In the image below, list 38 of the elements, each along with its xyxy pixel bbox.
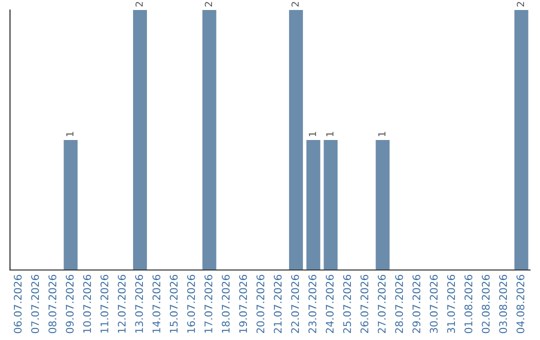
x-tick-label: 15.07.2026 <box>170 274 178 333</box>
x-tick-label: 30.07.2026 <box>430 274 438 334</box>
data-label: 1 <box>378 132 386 136</box>
x-tick-label: 19.07.2026 <box>239 274 248 333</box>
x-tick-label: 12.07.2026 <box>118 274 126 333</box>
x-tick-label: 18.07.2026 <box>222 274 230 333</box>
x-tick-label: 28.07.2026 <box>395 274 404 334</box>
x-tick-label: 31.07.2026 <box>447 274 456 334</box>
x-tick-label: 25.07.2026 <box>343 274 352 334</box>
x-tick-label: 22.07.2026 <box>291 274 300 334</box>
x-tick-label: 06.07.2026 <box>14 274 22 334</box>
x-tick-label: 26.07.2026 <box>360 274 368 334</box>
x-tick-label: 08.07.2026 <box>48 274 56 334</box>
x-tick-label: 09.07.2026 <box>66 274 74 334</box>
x-tick-label: 27.07.2026 <box>378 274 386 334</box>
x-tick-label: 24.07.2026 <box>326 274 334 334</box>
x-tick-label: 11.07.2026 <box>100 274 108 333</box>
x-tick-label: 23.07.2026 <box>308 274 316 334</box>
x-tick-label: 29.07.2026 <box>412 274 420 334</box>
x-tick-label: 01.08.2026 <box>464 274 472 334</box>
x-tick-label: 04.08.2026 <box>516 274 524 334</box>
data-label: 2 <box>135 2 143 7</box>
x-tick-label: 14.07.2026 <box>152 274 160 333</box>
x-tick-label: 13.07.2026 <box>135 274 144 333</box>
data-label: 1 <box>66 132 74 136</box>
x-tick-label: 02.08.2026 <box>482 274 490 334</box>
x-tick-label: 03.08.2026 <box>499 274 508 334</box>
data-label: 2 <box>516 2 524 7</box>
x-tick-label: 17.07.2026 <box>204 274 212 333</box>
x-tick-label: 21.07.2026 <box>274 274 282 334</box>
data-label: 1 <box>326 132 334 136</box>
data-label: 1 <box>308 132 316 136</box>
x-tick-label: 10.07.2026 <box>83 274 92 333</box>
data-label: 2 <box>204 2 212 7</box>
data-label: 2 <box>291 2 299 7</box>
x-tick-label: 07.07.2026 <box>31 274 40 334</box>
x-tick-label: 16.07.2026 <box>187 274 196 333</box>
x-tick-label: 20.07.2026 <box>256 274 264 334</box>
